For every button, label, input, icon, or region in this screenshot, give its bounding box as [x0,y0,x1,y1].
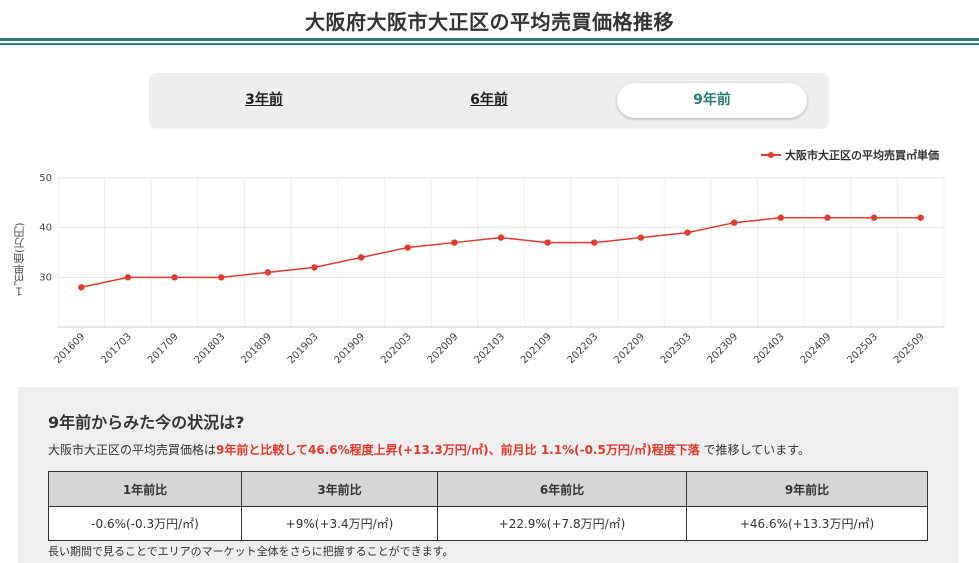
x-tick-label: 202403 [752,331,787,366]
value-9-years: +46.6%(+13.3万円/㎡) [686,506,928,541]
x-tick-label: 201609 [53,331,88,366]
data-point [684,229,691,236]
x-tick-label: 202109 [519,331,554,366]
x-tick-label: 202209 [612,331,647,366]
data-point [544,239,551,246]
x-tick-label: 202009 [426,331,461,366]
x-tick-label: 202409 [799,331,834,366]
x-tick-label: 201909 [332,331,367,366]
comparison-value-row: -0.6%(-0.3万円/㎡) +9%(+3.4万円/㎡) +22.9%(+7.… [48,506,928,541]
price-line-chart: 30 40 50 201609 201703 201709 201803 201809 2019… [39,173,945,366]
x-tick-label: 202103 [472,331,507,366]
x-tick-label: 202303 [659,331,694,366]
page-title: 大阪府大阪市大正区の平均売買価格推移 [305,10,674,34]
title-divider [0,38,979,41]
x-tick-label: 202203 [566,331,601,366]
header-6-years: 6年前比 [437,471,687,507]
y-tick-label: 50 [39,173,52,184]
summary-title: 9年前からみた今の状況は? [48,413,245,432]
value-3-years: +9%(+3.4万円/㎡) [241,506,438,541]
data-point [311,264,318,271]
header-1-year: 1年前比 [48,471,242,507]
legend-line-marker-icon [761,150,781,160]
summary-text-highlight: 9年前と比較して46.6%程度上昇(+13.3万円/㎡)、前月比 1.1%(-0… [216,443,700,457]
value-1-year: -0.6%(-0.3万円/㎡) [48,506,242,541]
chart-legend[interactable]: 大阪市大正区の平均売買㎡単価 [761,147,939,163]
period-tab-bar: 3年前 6年前 9年前 [149,73,829,129]
summary-note: 長い期間で見ることでエリアのマーケット全体をさらに把握することができます。 [48,545,454,558]
value-6-years: +22.9%(+7.8万円/㎡) [437,506,687,541]
data-point [124,274,132,281]
summary-text-suffix: で推移しています。 [699,443,810,457]
title-divider-secondary [0,43,979,45]
data-point [824,214,831,221]
header-9-years: 9年前比 [686,471,928,507]
data-point [171,274,178,281]
data-point [404,244,411,251]
data-point [451,239,458,246]
data-point [637,234,645,241]
x-tick-label: 201803 [193,331,228,366]
tab-6-years[interactable]: 6年前 [470,92,508,108]
y-tick-label: 30 [39,272,52,283]
summary-text-prefix: 大阪市大正区の平均売買価格は [48,443,217,457]
x-tick-label: 202003 [379,331,414,366]
x-tick-label: 202503 [845,331,880,366]
x-tick-label: 202509 [892,331,927,366]
x-tick-label: 201709 [146,331,181,366]
data-point [777,214,784,221]
x-tick-label: 201903 [286,331,321,366]
x-tick-label: 201809 [239,331,274,366]
data-point [497,234,505,241]
header-3-years: 3年前比 [241,471,438,507]
data-point [78,284,85,291]
data-point [730,219,738,226]
data-point [870,214,878,221]
x-tick-label: 202309 [705,331,740,366]
summary-text: 大阪市大正区の平均売買価格は9年前と比較して46.6%程度上昇(+13.3万円/… [48,441,810,458]
data-point [264,269,272,276]
summary-panel: 9年前からみた今の状況は? 大阪市大正区の平均売買価格は9年前と比較して46.6… [18,387,959,563]
comparison-header-row: 1年前比 3年前比 6年前比 9年前比 [48,471,928,507]
data-point [917,214,924,221]
comparison-table: 1年前比 3年前比 6年前比 9年前比 -0.6%(-0.3万円/㎡) +9%(… [48,471,928,541]
data-point [591,239,598,246]
x-tick-label: 201703 [99,331,134,366]
legend-label: 大阪市大正区の平均売買㎡単価 [785,149,939,162]
data-point [357,254,365,261]
y-tick-label: 40 [39,223,52,234]
data-point [218,274,225,281]
tab-9-years[interactable]: 9年前 [617,83,807,118]
tab-3-years[interactable]: 3年前 [245,92,283,108]
